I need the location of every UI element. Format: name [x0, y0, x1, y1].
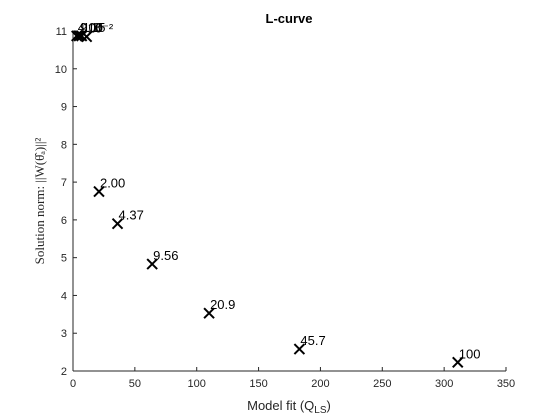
y-tick-label: 11: [56, 26, 67, 38]
x-tick-label: 0: [70, 378, 76, 390]
y-axis-title: Solution norm: ||W(θ̂ₐ)||²: [32, 138, 47, 265]
x-tick-label: 50: [129, 378, 141, 390]
y-tick-label: 8: [61, 139, 67, 151]
data-point-label: 100: [459, 346, 481, 361]
marker-stroke: [146, 258, 158, 270]
x-axis-title-end: ): [327, 398, 331, 413]
chart-title: L-curve: [266, 11, 313, 26]
x-axis-title-subscript: LS: [314, 405, 327, 416]
x-tick-label: 250: [373, 378, 391, 390]
data-point-marker: [452, 356, 464, 369]
marker-stroke: [293, 343, 306, 355]
data-point-label: 45.7: [300, 333, 325, 348]
data-point-label: 10⁻²: [88, 21, 114, 36]
data-point-marker: [71, 30, 83, 42]
marker-stroke: [75, 30, 88, 42]
y-tick-label: 10: [55, 64, 67, 76]
data-point-marker: [93, 185, 105, 198]
x-tick-label: 150: [249, 378, 267, 390]
marker-stroke: [111, 217, 124, 230]
y-tick-label: 5: [61, 253, 67, 265]
data-point-label: 1.8: [83, 20, 101, 35]
y-tick-label: 9: [61, 102, 67, 114]
x-tick-label: 200: [311, 378, 329, 390]
marker-stroke: [80, 30, 93, 43]
data-point-marker: [111, 217, 124, 230]
marker-stroke: [93, 185, 105, 198]
marker-stroke: [203, 307, 215, 319]
data-point-marker: [146, 258, 158, 270]
y-tick-label: 6: [61, 215, 67, 227]
data-point-marker: [203, 307, 215, 319]
data-point-label: 2.00: [100, 176, 125, 191]
x-axis-title-main: Model fit (Q: [247, 398, 314, 413]
data-point-label: 4.37: [119, 208, 144, 223]
x-tick-label: 100: [188, 378, 206, 390]
y-tick-label: 7: [61, 177, 67, 189]
data-point-marker: [80, 30, 93, 43]
y-tick-label: 4: [61, 290, 67, 302]
marker-stroke: [452, 356, 464, 369]
marker-stroke: [71, 30, 83, 42]
x-tick-label: 350: [497, 378, 515, 390]
x-tick-label: 300: [435, 378, 453, 390]
data-point-marker: [293, 343, 306, 355]
data-point-label: 20.9: [210, 297, 235, 312]
axes: 0 50 100 150 200 250 300 350 2 3 4 5 6 7 8 9 10 11: [55, 26, 515, 390]
data-point-label: 9.56: [153, 248, 178, 263]
y-tick-label: 3: [61, 328, 67, 340]
plot-area: [73, 31, 506, 371]
x-axis-title: Model fit (QLS): [247, 398, 331, 416]
y-tick-label: 2: [61, 366, 67, 378]
